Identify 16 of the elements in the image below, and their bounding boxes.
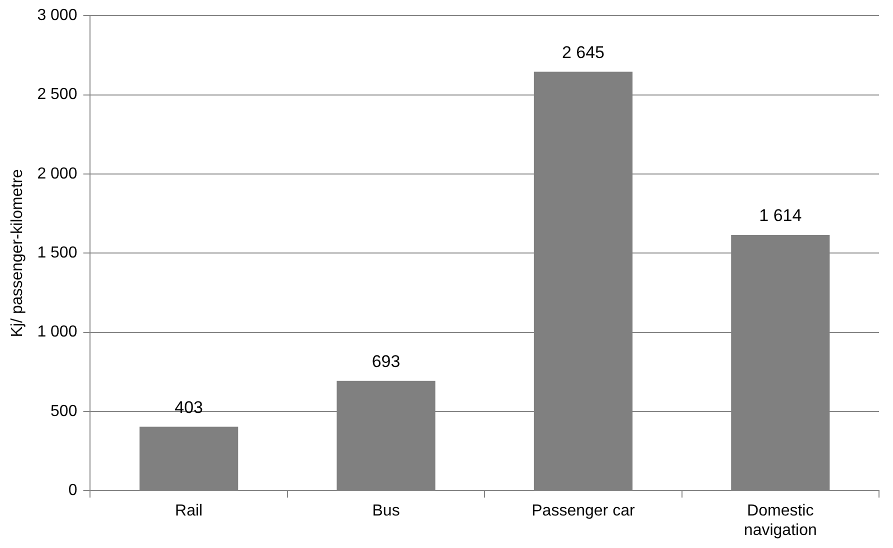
data-label: 403	[174, 398, 204, 417]
x-tick-label: Rail	[175, 502, 203, 520]
y-tick-label: 1 000	[37, 324, 78, 341]
x-tick-label: Bus	[372, 502, 400, 520]
x-tick-label: Passenger car	[532, 502, 636, 520]
data-label: 693	[372, 352, 400, 372]
y-tick-label: 0	[68, 482, 78, 500]
y-axis-title: Kj/ passenger-kilometre	[9, 168, 26, 338]
y-tick-label: 3 000	[37, 7, 78, 24]
x-tick-label: Domestic navigation	[744, 502, 817, 539]
y-tick-label: 2 500	[37, 86, 78, 104]
data-label: 2 645	[562, 42, 604, 62]
y-tick-label: 1 500	[37, 244, 78, 262]
y-tick-label: 2 000	[37, 165, 78, 182]
data-label: 1 614	[759, 206, 802, 226]
y-tick-label: 500	[50, 402, 78, 420]
